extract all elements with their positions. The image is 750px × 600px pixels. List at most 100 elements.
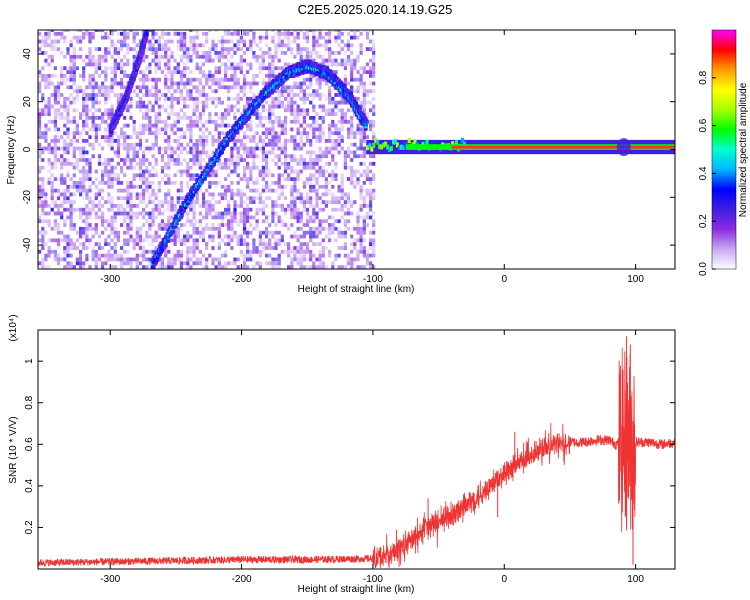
noise-cell (227, 47, 231, 51)
noise-cell (324, 154, 328, 159)
noise-cell (217, 139, 221, 143)
noise-cell (85, 207, 89, 212)
noise-cell (189, 77, 193, 82)
noise-cell (271, 146, 275, 151)
noise-cell (258, 234, 262, 239)
noise-cell (328, 234, 332, 239)
noise-cell (353, 30, 357, 32)
noise-cell (230, 215, 234, 220)
noise-cell (154, 119, 158, 124)
noise-cell (104, 127, 108, 132)
noise-cell (208, 74, 212, 78)
noise-cell (274, 66, 278, 71)
noise-cell (179, 31, 183, 36)
noise-cell (142, 154, 146, 159)
noise-cell (72, 131, 76, 136)
noise-cell (309, 257, 313, 262)
noise-cell (154, 173, 158, 178)
noise-cell (50, 192, 54, 197)
noise-cell (362, 108, 366, 113)
noise-cell (142, 169, 146, 174)
noise-cell (205, 242, 209, 246)
noise-cell (280, 43, 284, 48)
noise-cell (132, 89, 136, 94)
noise-cell (82, 219, 86, 224)
noise-cell (321, 173, 325, 178)
noise-cell (293, 181, 297, 185)
noise-cell (179, 43, 183, 48)
noise-cell (47, 150, 51, 155)
noise-cell (246, 135, 250, 139)
noise-cell (242, 238, 247, 243)
noise-cell (129, 261, 133, 266)
noise-cell (205, 100, 209, 105)
noise-cell (47, 119, 51, 124)
noise-cell (72, 146, 76, 151)
noise-cell (91, 54, 95, 59)
noise-cell (97, 158, 102, 162)
noise-cell (265, 35, 269, 40)
noise-cell (85, 230, 89, 235)
noise-cell (255, 207, 259, 212)
spectral-curve-main (354, 101, 359, 106)
noise-cell (189, 81, 193, 86)
noise-cell (160, 158, 165, 162)
noise-cell (135, 261, 139, 266)
noise-cell (126, 47, 130, 51)
spectral-curve-main (349, 92, 353, 97)
noise-cell (224, 165, 228, 170)
noise-cell (356, 211, 360, 216)
noise-cell (44, 265, 48, 269)
noise-cell (85, 116, 89, 120)
noise-cell (164, 139, 168, 143)
noise-cell (242, 177, 247, 181)
noise-cell (41, 150, 45, 155)
noise-cell (101, 211, 105, 216)
noise-cell (331, 62, 335, 67)
noise-cell (120, 131, 124, 136)
noise-cell (135, 100, 139, 105)
noise-cell (315, 211, 319, 216)
noise-cell (293, 135, 297, 139)
noise-cell (132, 123, 136, 128)
noise-cell (164, 39, 168, 44)
noise-cell (157, 226, 161, 231)
noise-cell (47, 253, 51, 258)
noise-cell (176, 230, 180, 235)
noise-cell (113, 230, 117, 235)
noise-cell (280, 119, 284, 124)
noise-cell (132, 47, 136, 51)
noise-cell (41, 230, 45, 235)
noise-cell (362, 188, 366, 193)
noise-cell (186, 81, 190, 86)
spectral-curve-main (200, 179, 205, 184)
noise-cell (129, 104, 133, 109)
noise-cell (44, 257, 48, 262)
noise-cell (145, 184, 149, 189)
noise-cell (91, 204, 95, 208)
noise-cell (350, 177, 354, 181)
noise-cell (110, 30, 114, 32)
noise-cell (91, 104, 95, 109)
noise-cell (227, 39, 231, 44)
noise-cell (132, 31, 136, 36)
noise-cell (179, 196, 183, 201)
noise-cell (132, 127, 136, 132)
noise-cell (138, 139, 143, 143)
noise-cell (75, 165, 79, 170)
noise-cell (359, 66, 363, 71)
noise-cell (47, 249, 51, 254)
noise-cell (362, 246, 366, 250)
spectral-curve-main (325, 65, 329, 70)
noise-cell (230, 169, 234, 174)
noise-cell (148, 249, 152, 254)
noise-cell (135, 150, 139, 155)
noise-cell (230, 196, 234, 201)
noise-cell (60, 165, 64, 170)
noise-cell (132, 257, 136, 262)
noise-cell (157, 184, 161, 189)
noise-cell (340, 100, 344, 105)
noise-cell (132, 119, 136, 124)
noise-cell (252, 96, 256, 101)
noise-cell (242, 192, 247, 197)
